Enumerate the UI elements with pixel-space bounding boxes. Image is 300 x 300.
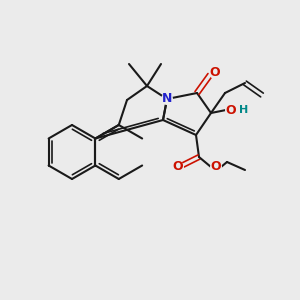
Text: O: O [173,160,183,173]
Circle shape [172,161,184,173]
Text: H: H [239,105,249,115]
Circle shape [238,104,250,116]
Circle shape [161,93,173,105]
Circle shape [210,161,222,173]
Text: O: O [210,67,220,80]
Circle shape [209,67,221,79]
Text: O: O [211,160,221,173]
Circle shape [225,104,237,116]
Text: O: O [226,103,236,116]
Text: N: N [162,92,172,106]
